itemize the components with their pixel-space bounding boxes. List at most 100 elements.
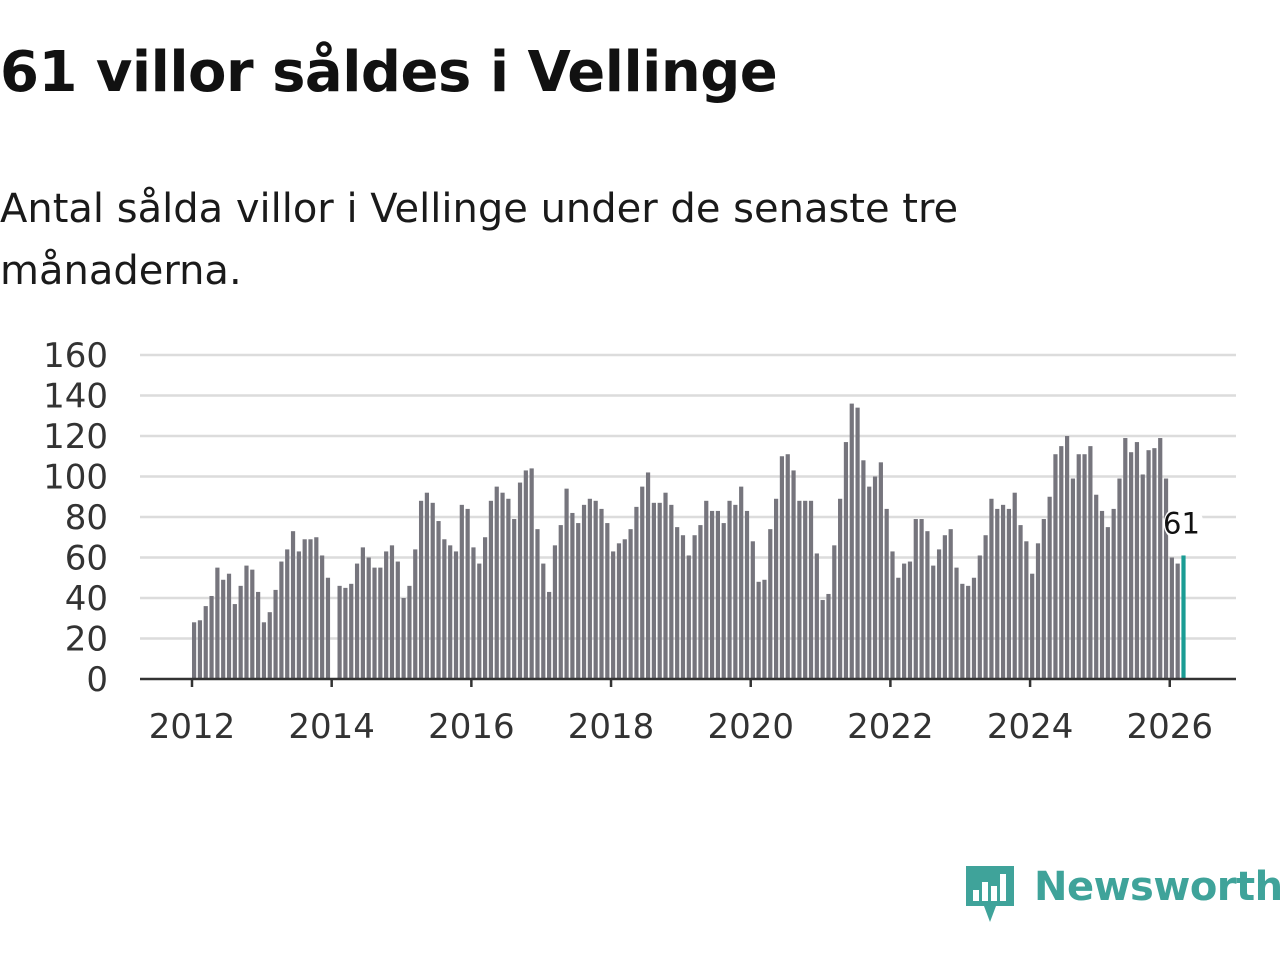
y-tick-label: 120 xyxy=(43,417,108,457)
bar xyxy=(378,567,383,679)
bar xyxy=(1076,454,1081,679)
bar xyxy=(506,498,511,679)
y-tick-label: 0 xyxy=(86,660,108,700)
bar xyxy=(675,527,680,679)
bar xyxy=(581,504,587,679)
bar xyxy=(221,579,226,679)
bar xyxy=(843,442,849,679)
bar xyxy=(907,561,913,679)
bar xyxy=(913,519,918,679)
bar xyxy=(547,591,552,679)
bar xyxy=(541,563,546,679)
bar xyxy=(814,553,819,679)
bar xyxy=(1059,446,1064,679)
bar xyxy=(523,470,528,679)
bar xyxy=(1030,573,1035,679)
bar xyxy=(203,606,208,679)
x-tick-label: 2012 xyxy=(149,707,236,747)
bar xyxy=(1012,492,1017,679)
bar xyxy=(651,502,656,679)
bar xyxy=(768,529,773,679)
bar-series xyxy=(192,403,1186,679)
y-tick-label: 60 xyxy=(65,539,108,579)
bar xyxy=(244,565,249,679)
bar xyxy=(1152,448,1157,679)
bar xyxy=(1041,519,1046,679)
bar xyxy=(215,567,220,679)
bar xyxy=(366,557,371,679)
bar xyxy=(936,549,942,679)
brand-logo[interactable]: Newsworthy xyxy=(962,862,1280,932)
bar xyxy=(1024,541,1029,679)
bar xyxy=(820,600,825,679)
bar xyxy=(733,504,738,679)
bar xyxy=(395,561,400,679)
bar xyxy=(791,470,796,679)
bar xyxy=(779,456,785,679)
bar xyxy=(360,547,365,679)
x-tick-label: 2020 xyxy=(707,707,794,747)
bar xyxy=(436,521,441,679)
bar xyxy=(861,460,866,679)
bar xyxy=(354,563,360,679)
bar xyxy=(279,561,284,679)
newsworthy-logo-icon xyxy=(966,866,1014,922)
bar xyxy=(517,482,523,679)
bar xyxy=(1140,474,1145,679)
bar xyxy=(942,535,947,679)
bar xyxy=(343,587,348,679)
bar xyxy=(471,547,476,679)
bar xyxy=(954,567,959,679)
bar xyxy=(995,508,1000,679)
bar xyxy=(739,486,744,679)
bar xyxy=(1035,543,1041,679)
bar xyxy=(424,492,429,679)
bar xyxy=(1070,478,1076,679)
bar xyxy=(290,531,296,679)
x-tick-label: 2022 xyxy=(847,707,934,747)
bar xyxy=(902,563,907,679)
bar xyxy=(587,498,592,679)
bar xyxy=(453,551,459,679)
bar xyxy=(977,555,982,679)
bar xyxy=(512,519,517,679)
bar xyxy=(1111,508,1116,679)
bar xyxy=(605,523,610,679)
bar xyxy=(500,492,505,679)
bar xyxy=(884,508,889,679)
bar xyxy=(721,523,726,679)
bar xyxy=(1146,450,1151,679)
bar xyxy=(1158,438,1163,679)
bar xyxy=(803,500,808,679)
bar xyxy=(593,500,598,679)
bar xyxy=(576,523,581,679)
bar xyxy=(337,585,342,679)
bar xyxy=(413,549,418,679)
x-tick-label: 2026 xyxy=(1126,707,1213,747)
bar xyxy=(1094,494,1099,679)
x-tick-label: 2018 xyxy=(568,707,655,747)
bar xyxy=(1123,438,1128,679)
bar xyxy=(535,529,540,679)
bar xyxy=(320,555,325,679)
bar xyxy=(1105,527,1110,679)
bar xyxy=(663,492,668,679)
bar xyxy=(622,539,627,679)
bar xyxy=(226,573,232,679)
bar xyxy=(983,535,988,679)
bar xyxy=(1163,478,1169,679)
bar xyxy=(919,519,924,679)
y-tick-label: 140 xyxy=(43,377,108,417)
bar xyxy=(797,500,802,679)
bar xyxy=(640,486,645,679)
bar xyxy=(430,502,435,679)
bar xyxy=(890,551,895,679)
bar xyxy=(1134,442,1140,679)
bar xyxy=(849,403,854,679)
bar xyxy=(488,500,494,679)
bar xyxy=(774,498,779,679)
bar xyxy=(867,486,872,679)
y-tick-label: 80 xyxy=(65,498,108,538)
